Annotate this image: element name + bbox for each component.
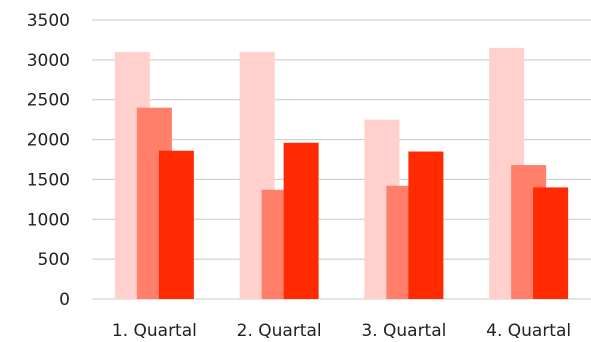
- y-tick-label: 3000: [27, 51, 70, 71]
- bar-series-3-3: [408, 151, 444, 299]
- bar-series-3-1: [158, 150, 194, 299]
- x-tick-label: 4. Quartal: [486, 321, 571, 341]
- x-axis-ticks: 1. Quartal 2. Quartal 3. Quartal 4. Quartal: [112, 321, 571, 341]
- bars: [114, 47, 569, 300]
- y-tick-label: 2000: [27, 131, 70, 151]
- x-tick-label: 2. Quartal: [237, 321, 322, 341]
- bar-series-3-4: [533, 187, 569, 299]
- y-tick-label: 1000: [27, 210, 70, 230]
- x-tick-label: 3. Quartal: [361, 321, 446, 341]
- y-tick-label: 3500: [27, 11, 70, 31]
- y-tick-label: 500: [38, 250, 70, 270]
- y-axis-ticks: 0 500 1000 1500 2000 2500 3000 3500: [27, 11, 70, 310]
- y-tick-label: 0: [59, 290, 70, 310]
- y-tick-label: 1500: [27, 170, 70, 190]
- y-tick-label: 2500: [27, 91, 70, 111]
- x-tick-label: 1. Quartal: [112, 321, 197, 341]
- bar-series-3-2: [283, 142, 319, 299]
